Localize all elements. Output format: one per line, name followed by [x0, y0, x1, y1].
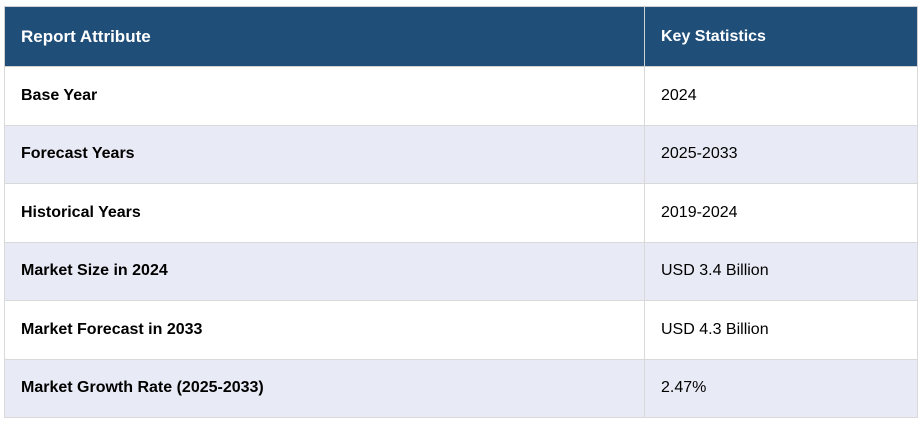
table-row: Historical Years 2019-2024: [4, 183, 918, 243]
report-table-container: Report Attribute Key Statistics Base Yea…: [4, 6, 918, 418]
row-value: 2024: [644, 66, 918, 126]
row-attribute: Base Year: [4, 66, 645, 126]
row-attribute: Forecast Years: [4, 124, 645, 184]
table-row: Forecast Years 2025-2033: [4, 124, 918, 184]
row-value: USD 3.4 Billion: [644, 241, 918, 301]
row-value: 2019-2024: [644, 183, 918, 243]
header-key-statistics: Key Statistics: [644, 6, 918, 67]
table-row: Base Year 2024: [4, 66, 918, 126]
row-attribute: Market Growth Rate (2025-2033): [4, 358, 645, 418]
row-attribute: Market Size in 2024: [4, 241, 645, 301]
row-value: USD 4.3 Billion: [644, 300, 918, 360]
report-statistics-table: Report Attribute Key Statistics Base Yea…: [4, 6, 918, 418]
table-row: Market Size in 2024 USD 3.4 Billion: [4, 241, 918, 301]
table-row: Market Growth Rate (2025-2033) 2.47%: [4, 358, 918, 418]
row-value: 2.47%: [644, 358, 918, 418]
table-row: Market Forecast in 2033 USD 4.3 Billion: [4, 300, 918, 360]
table-header-row: Report Attribute Key Statistics: [4, 6, 918, 67]
row-value: 2025-2033: [644, 124, 918, 184]
row-attribute: Market Forecast in 2033: [4, 300, 645, 360]
row-attribute: Historical Years: [4, 183, 645, 243]
header-report-attribute: Report Attribute: [4, 6, 645, 67]
